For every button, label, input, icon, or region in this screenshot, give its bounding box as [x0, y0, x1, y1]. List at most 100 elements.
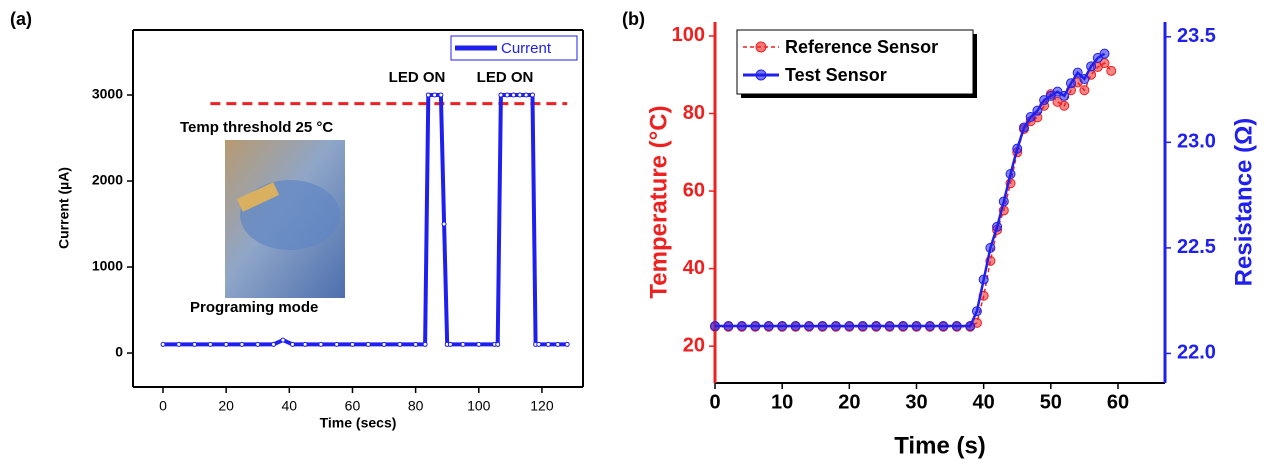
x-tick-label: 60 [1107, 391, 1129, 413]
data-point [844, 321, 855, 331]
data-point [965, 321, 976, 331]
data-point [1072, 67, 1083, 78]
x-tick-label: 60 [345, 398, 361, 414]
x-tick-label: 80 [408, 398, 424, 414]
y2-tick-label: 23.0 [1177, 131, 1216, 153]
data-point [924, 321, 935, 331]
panel-label: (b) [622, 9, 645, 29]
panel-label: (a) [10, 9, 32, 29]
data-point [555, 341, 561, 347]
data-point [1086, 61, 1097, 72]
data-point [422, 341, 428, 347]
data-point [1079, 74, 1090, 84]
data-point [280, 337, 286, 343]
data-point [504, 92, 510, 98]
y-tick-label: 20 [683, 334, 705, 356]
data-point [1059, 90, 1070, 101]
data-point [817, 321, 828, 331]
data-point [884, 321, 895, 331]
data-point [763, 321, 774, 331]
data-point [736, 321, 747, 331]
data-point [1106, 65, 1117, 76]
data-point [498, 92, 504, 98]
x-axis-title: Time (secs) [320, 415, 397, 431]
annotation: Programing mode [190, 299, 318, 316]
x-tick-label: 0 [159, 398, 167, 414]
data-point [1018, 122, 1029, 133]
data-point [938, 321, 949, 331]
data-point [1079, 85, 1090, 96]
data-point [978, 274, 989, 285]
data-point [511, 92, 517, 98]
data-point [536, 341, 542, 347]
data-point [830, 321, 841, 331]
data-point [857, 321, 868, 331]
x-tick-label: 100 [467, 398, 491, 414]
data-point [1005, 169, 1016, 179]
data-point [998, 196, 1009, 207]
data-point [871, 321, 882, 331]
x-tick-label: 120 [530, 398, 554, 414]
y2-tick-label: 23.5 [1177, 25, 1216, 47]
x-tick-label: 10 [771, 391, 793, 413]
data-point [750, 321, 761, 331]
y-tick-label: 40 [683, 257, 705, 279]
data-point [160, 341, 166, 347]
data-point [438, 92, 444, 98]
data-point [911, 321, 922, 331]
data-point [397, 341, 403, 347]
y2-axis-title: Resistance (Ω) [1230, 118, 1257, 287]
y-tick-label: 2000 [92, 172, 123, 188]
legend-label: Test Sensor [785, 65, 887, 85]
y-axis-title: Current (µA) [56, 167, 72, 249]
data-point [1012, 143, 1023, 154]
data-point [381, 341, 387, 347]
legend-marker [755, 41, 767, 53]
data-point [432, 92, 438, 98]
data-point [176, 341, 182, 347]
data-point [898, 321, 909, 331]
data-point [289, 341, 295, 347]
x-tick-label: 20 [838, 391, 860, 413]
annotation: LED ON [477, 69, 534, 86]
y2-tick-label: 22.5 [1177, 236, 1216, 258]
data-point [992, 221, 1003, 232]
data-point [460, 341, 466, 347]
data-point [447, 341, 453, 347]
data-point [545, 341, 551, 347]
data-point [192, 341, 198, 347]
legend-label: Current [501, 40, 552, 57]
data-point [1032, 105, 1043, 116]
data-point [790, 321, 801, 331]
data-point [239, 341, 245, 347]
data-point [1065, 78, 1076, 89]
data-point [413, 341, 419, 347]
x-axis-title: Time (s) [894, 432, 986, 459]
data-point [1099, 48, 1110, 59]
data-point [495, 341, 501, 347]
data-point [985, 242, 996, 253]
data-point [318, 341, 324, 347]
y-tick-label: 60 [683, 179, 705, 201]
data-point [476, 341, 482, 347]
data-point [777, 321, 788, 331]
data-point [441, 221, 447, 227]
data-point [951, 321, 962, 331]
photo-glove [240, 180, 340, 250]
data-point [523, 92, 529, 98]
data-point [1025, 112, 1036, 122]
data-point [365, 341, 371, 347]
x-tick-label: 50 [1040, 391, 1062, 413]
legend-label: Reference Sensor [785, 37, 938, 57]
data-point [710, 321, 720, 331]
y-tick-label: 0 [115, 344, 123, 360]
legend-box [736, 29, 974, 95]
annotation: Temp threshold 25 °C [180, 119, 333, 136]
x-tick-label: 30 [905, 391, 927, 413]
y-axis-title: Temperature (°C) [645, 105, 672, 298]
annotation: LED ON [389, 69, 446, 86]
data-point [517, 92, 523, 98]
legend-marker [755, 69, 767, 81]
y-tick-label: 3000 [92, 86, 123, 102]
